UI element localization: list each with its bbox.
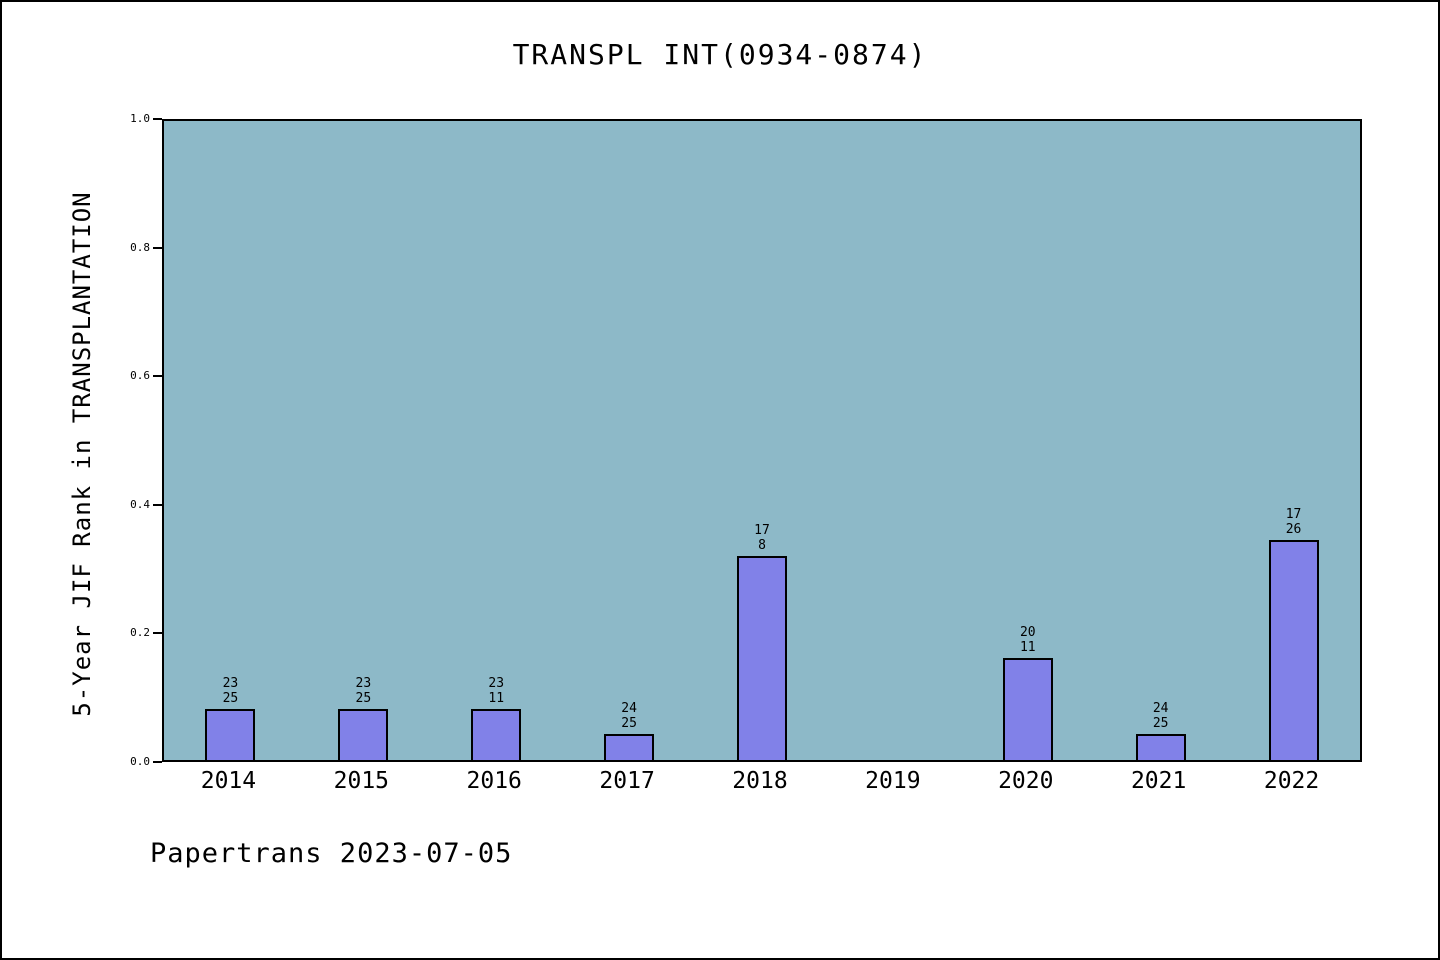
bar-value-label-2021: 24 25 [1152,701,1169,732]
bar-value-label-2014: 23 25 [222,675,239,706]
bar-value-label-2017: 24 25 [621,701,637,732]
bar-value-label-2015: 23 25 [355,675,372,706]
x-tick-label-2022: 2022 [1263,768,1320,794]
bar-2016 [471,708,522,760]
y-tick-mark [153,632,162,635]
y-tick-label: 0.0 [130,755,150,768]
bar-value-label-2018: 17 8 [754,522,770,553]
y-tick-label: 0.2 [130,626,150,640]
x-tick-label-2020: 2020 [998,768,1054,794]
x-tick-label-2014: 2014 [200,768,257,794]
bar-2020 [1002,657,1053,760]
y-tick-mark [153,375,162,378]
x-tick-label-2021: 2021 [1130,768,1187,794]
x-tick-label-2018: 2018 [732,768,788,794]
y-tick-mark [153,503,162,506]
bar-2014 [205,708,256,760]
chart-title: TRANSPL INT(0934-0874) [512,38,928,71]
footer-watermark: Papertrans 2023-07-05 [150,838,513,869]
bar-2022 [1268,539,1319,760]
x-tick-label-2017: 2017 [599,768,655,794]
y-tick-label: 0.4 [130,497,150,511]
y-tick-label: 0.6 [130,369,150,383]
y-axis-label: 5-Year JIF Rank in TRANSPLANTATION [68,191,96,717]
bar-value-label-2022: 17 26 [1285,506,1302,537]
bar-2021 [1135,734,1186,760]
bar-value-label-2020: 20 11 [1019,624,1036,655]
bar-2015 [338,708,389,760]
plot-area: 23 25 23 25 23 11 24 25 17 8 20 11 24 25 17 26 [162,119,1362,762]
y-tick-label: 0.8 [130,240,150,254]
x-tick-label-2019: 2019 [865,768,921,794]
y-tick-mark [153,761,162,763]
bar-value-label-2016: 23 11 [488,675,505,706]
y-tick-label: 1.0 [130,112,150,125]
bar-2018 [737,555,787,760]
x-tick-label-2015: 2015 [333,768,390,794]
x-tick-label-2016: 2016 [466,768,522,794]
y-tick-mark [153,118,162,120]
y-tick-mark [153,246,162,249]
bar-2017 [604,734,655,760]
